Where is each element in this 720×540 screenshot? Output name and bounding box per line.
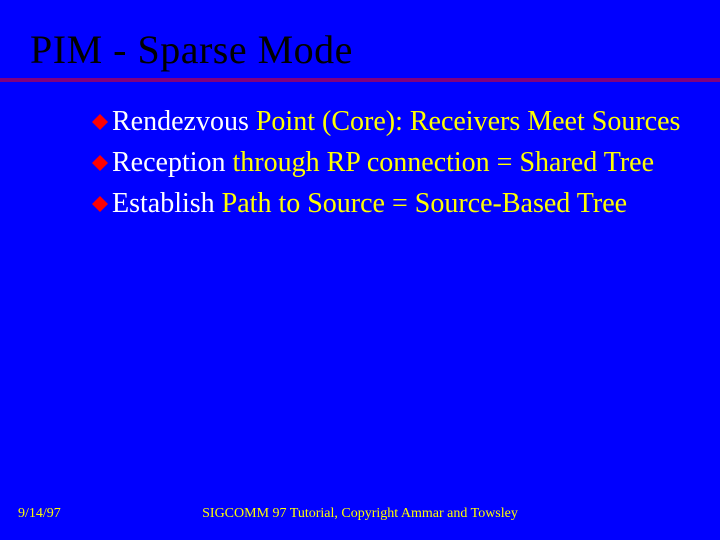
bullet-lead-word: Reception <box>112 147 226 178</box>
diamond-bullet-icon <box>92 196 108 212</box>
bullet-lead-word: Establish <box>112 188 215 219</box>
bullet-rest: Path to Source = Source-Based Tree <box>215 188 627 219</box>
slide: PIM - Sparse Mode Rendezvous Point (Core… <box>0 0 720 540</box>
bullet-text: Reception through RP connection = Shared… <box>112 145 654 180</box>
title-underline <box>0 78 720 82</box>
slide-title: PIM - Sparse Mode <box>30 26 690 73</box>
diamond-bullet-icon <box>92 114 108 130</box>
bullet-text: Rendezvous Point (Core): Receivers Meet … <box>112 104 680 139</box>
diamond-bullet-icon <box>92 155 108 171</box>
bullet-text: Establish Path to Source = Source-Based … <box>112 186 627 221</box>
bullet-item: Establish Path to Source = Source-Based … <box>92 186 684 221</box>
bullet-rest: Point (Core): Receivers Meet Sources <box>249 106 681 137</box>
bullet-lead-word: Rendezvous <box>112 106 249 137</box>
bullet-rest: through RP connection = Shared Tree <box>226 147 655 178</box>
bullet-item: Reception through RP connection = Shared… <box>92 145 684 180</box>
bullet-item: Rendezvous Point (Core): Receivers Meet … <box>92 104 684 139</box>
title-area: PIM - Sparse Mode <box>30 26 690 73</box>
slide-body: Rendezvous Point (Core): Receivers Meet … <box>92 104 684 227</box>
footer-copyright: SIGCOMM 97 Tutorial, Copyright Ammar and… <box>0 506 720 522</box>
